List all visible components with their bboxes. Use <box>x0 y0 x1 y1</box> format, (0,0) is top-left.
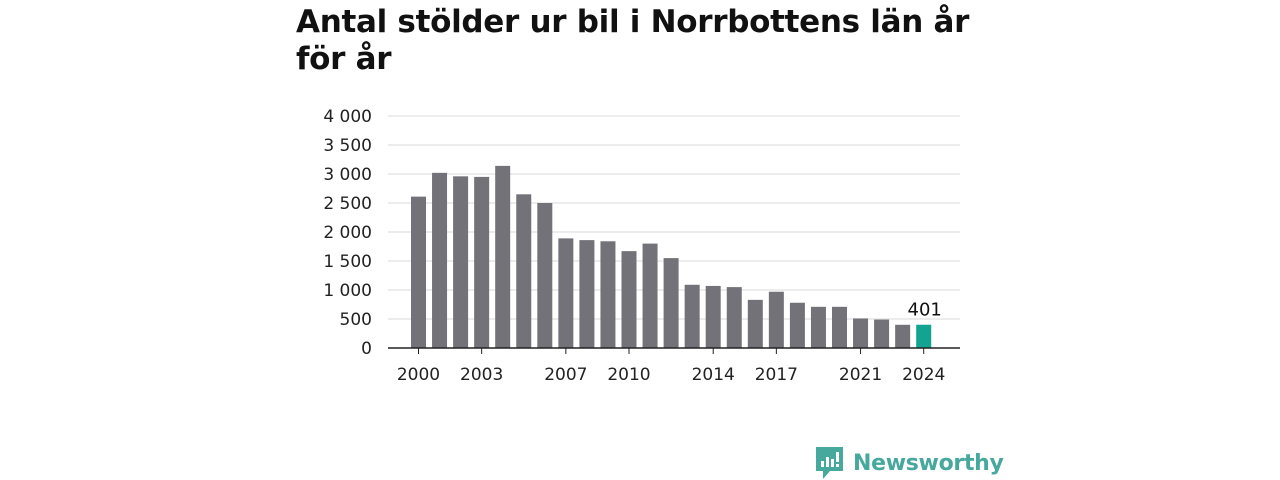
bar-2014 <box>705 285 721 348</box>
bar-2003 <box>474 176 490 348</box>
bar-2009 <box>600 241 616 348</box>
x-tick-label: 2014 <box>692 365 735 385</box>
bar-2012 <box>663 258 679 348</box>
brand-name: Newsworthy <box>853 450 1004 476</box>
x-tick-label: 2003 <box>460 365 503 385</box>
x-axis: 2000 2003 2007 2010 2014 2017 2021 2024 <box>388 347 960 385</box>
x-tick-label: 2024 <box>902 365 945 385</box>
bar-2015 <box>726 287 742 348</box>
data-label: 401 <box>908 300 942 321</box>
bar-2006 <box>537 203 553 348</box>
bar-2005 <box>516 194 532 348</box>
bar-2007 <box>558 238 574 348</box>
bar-2020 <box>832 306 847 348</box>
y-tick-label: 1 500 <box>323 252 372 272</box>
y-tick-label: 1 000 <box>323 281 372 301</box>
brand: Newsworthy <box>815 446 1004 480</box>
bar-2016 <box>747 299 763 348</box>
y-tick-label: 0 <box>361 339 372 359</box>
bar-2017 <box>768 291 784 348</box>
bar-2013 <box>684 284 700 348</box>
x-tick-label: 2021 <box>839 365 882 385</box>
data-labels: 401 <box>908 300 942 321</box>
x-tick-label: 2017 <box>755 365 798 385</box>
bar-2011 <box>642 243 658 348</box>
bar-2002 <box>453 176 469 348</box>
y-tick-label: 2 000 <box>323 223 372 243</box>
bar-2023 <box>895 324 911 348</box>
bar-2019 <box>810 306 826 348</box>
bar-2004 <box>495 165 511 348</box>
y-tick-label: 3 000 <box>323 165 372 185</box>
bar-2021 <box>853 318 869 348</box>
newsworthy-logo-icon <box>816 447 843 479</box>
y-tick-label: 4 000 <box>323 107 372 127</box>
y-tick-label: 2 500 <box>323 194 372 214</box>
bar-2001 <box>432 172 448 348</box>
bar-2022 <box>874 319 890 348</box>
bars <box>411 165 932 348</box>
x-tick-label: 2000 <box>397 365 440 385</box>
chart-title: Antal stölder ur bil i Norrbottens län å… <box>296 4 970 77</box>
bar-2000 <box>411 196 426 348</box>
y-tick-label: 500 <box>340 310 372 330</box>
y-axis-ticks: 0 500 1 000 1 500 2 000 2 500 3 000 3 500 4 000 <box>323 107 372 359</box>
bar-2024 <box>916 324 932 348</box>
y-tick-label: 3 500 <box>323 136 372 156</box>
bar-2010 <box>621 251 637 348</box>
x-tick-label: 2010 <box>607 365 650 385</box>
x-tick-label: 2007 <box>544 365 587 385</box>
bar-2008 <box>579 240 595 348</box>
bar-2018 <box>789 302 805 348</box>
